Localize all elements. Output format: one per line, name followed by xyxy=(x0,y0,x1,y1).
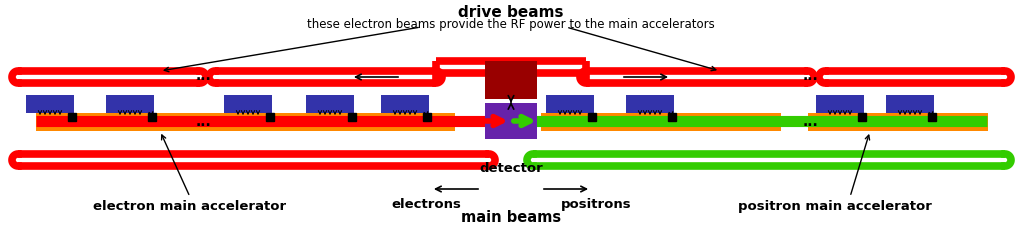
Text: positrons: positrons xyxy=(561,197,632,210)
Bar xyxy=(26,96,74,114)
Bar xyxy=(36,114,216,131)
Text: main beams: main beams xyxy=(461,209,561,224)
Bar xyxy=(68,114,76,121)
Bar xyxy=(541,114,781,131)
Text: these electron beams provide the RF power to the main accelerators: these electron beams provide the RF powe… xyxy=(307,18,715,31)
Bar xyxy=(106,96,154,114)
Bar xyxy=(485,62,537,100)
Bar xyxy=(546,96,594,114)
Bar xyxy=(306,96,354,114)
Bar xyxy=(816,96,864,114)
Bar xyxy=(668,114,676,121)
Bar xyxy=(423,114,431,121)
Bar xyxy=(808,114,988,131)
Text: detector: detector xyxy=(479,161,543,174)
Bar xyxy=(928,114,936,121)
Bar xyxy=(215,114,455,131)
Bar xyxy=(381,96,429,114)
Bar xyxy=(224,96,272,114)
Text: ...: ... xyxy=(802,114,818,128)
Bar xyxy=(348,114,356,121)
Text: positron main accelerator: positron main accelerator xyxy=(738,199,932,212)
Bar xyxy=(485,104,537,139)
Text: ...: ... xyxy=(196,114,211,128)
Text: drive beams: drive beams xyxy=(459,5,564,20)
Bar xyxy=(148,114,156,121)
Bar xyxy=(588,114,596,121)
Text: ...: ... xyxy=(196,69,211,83)
Text: ...: ... xyxy=(802,69,818,83)
Bar xyxy=(626,96,674,114)
Bar xyxy=(266,114,274,121)
Bar xyxy=(858,114,866,121)
Bar xyxy=(886,96,934,114)
Text: electron main accelerator: electron main accelerator xyxy=(93,199,287,212)
Text: electrons: electrons xyxy=(391,197,461,210)
